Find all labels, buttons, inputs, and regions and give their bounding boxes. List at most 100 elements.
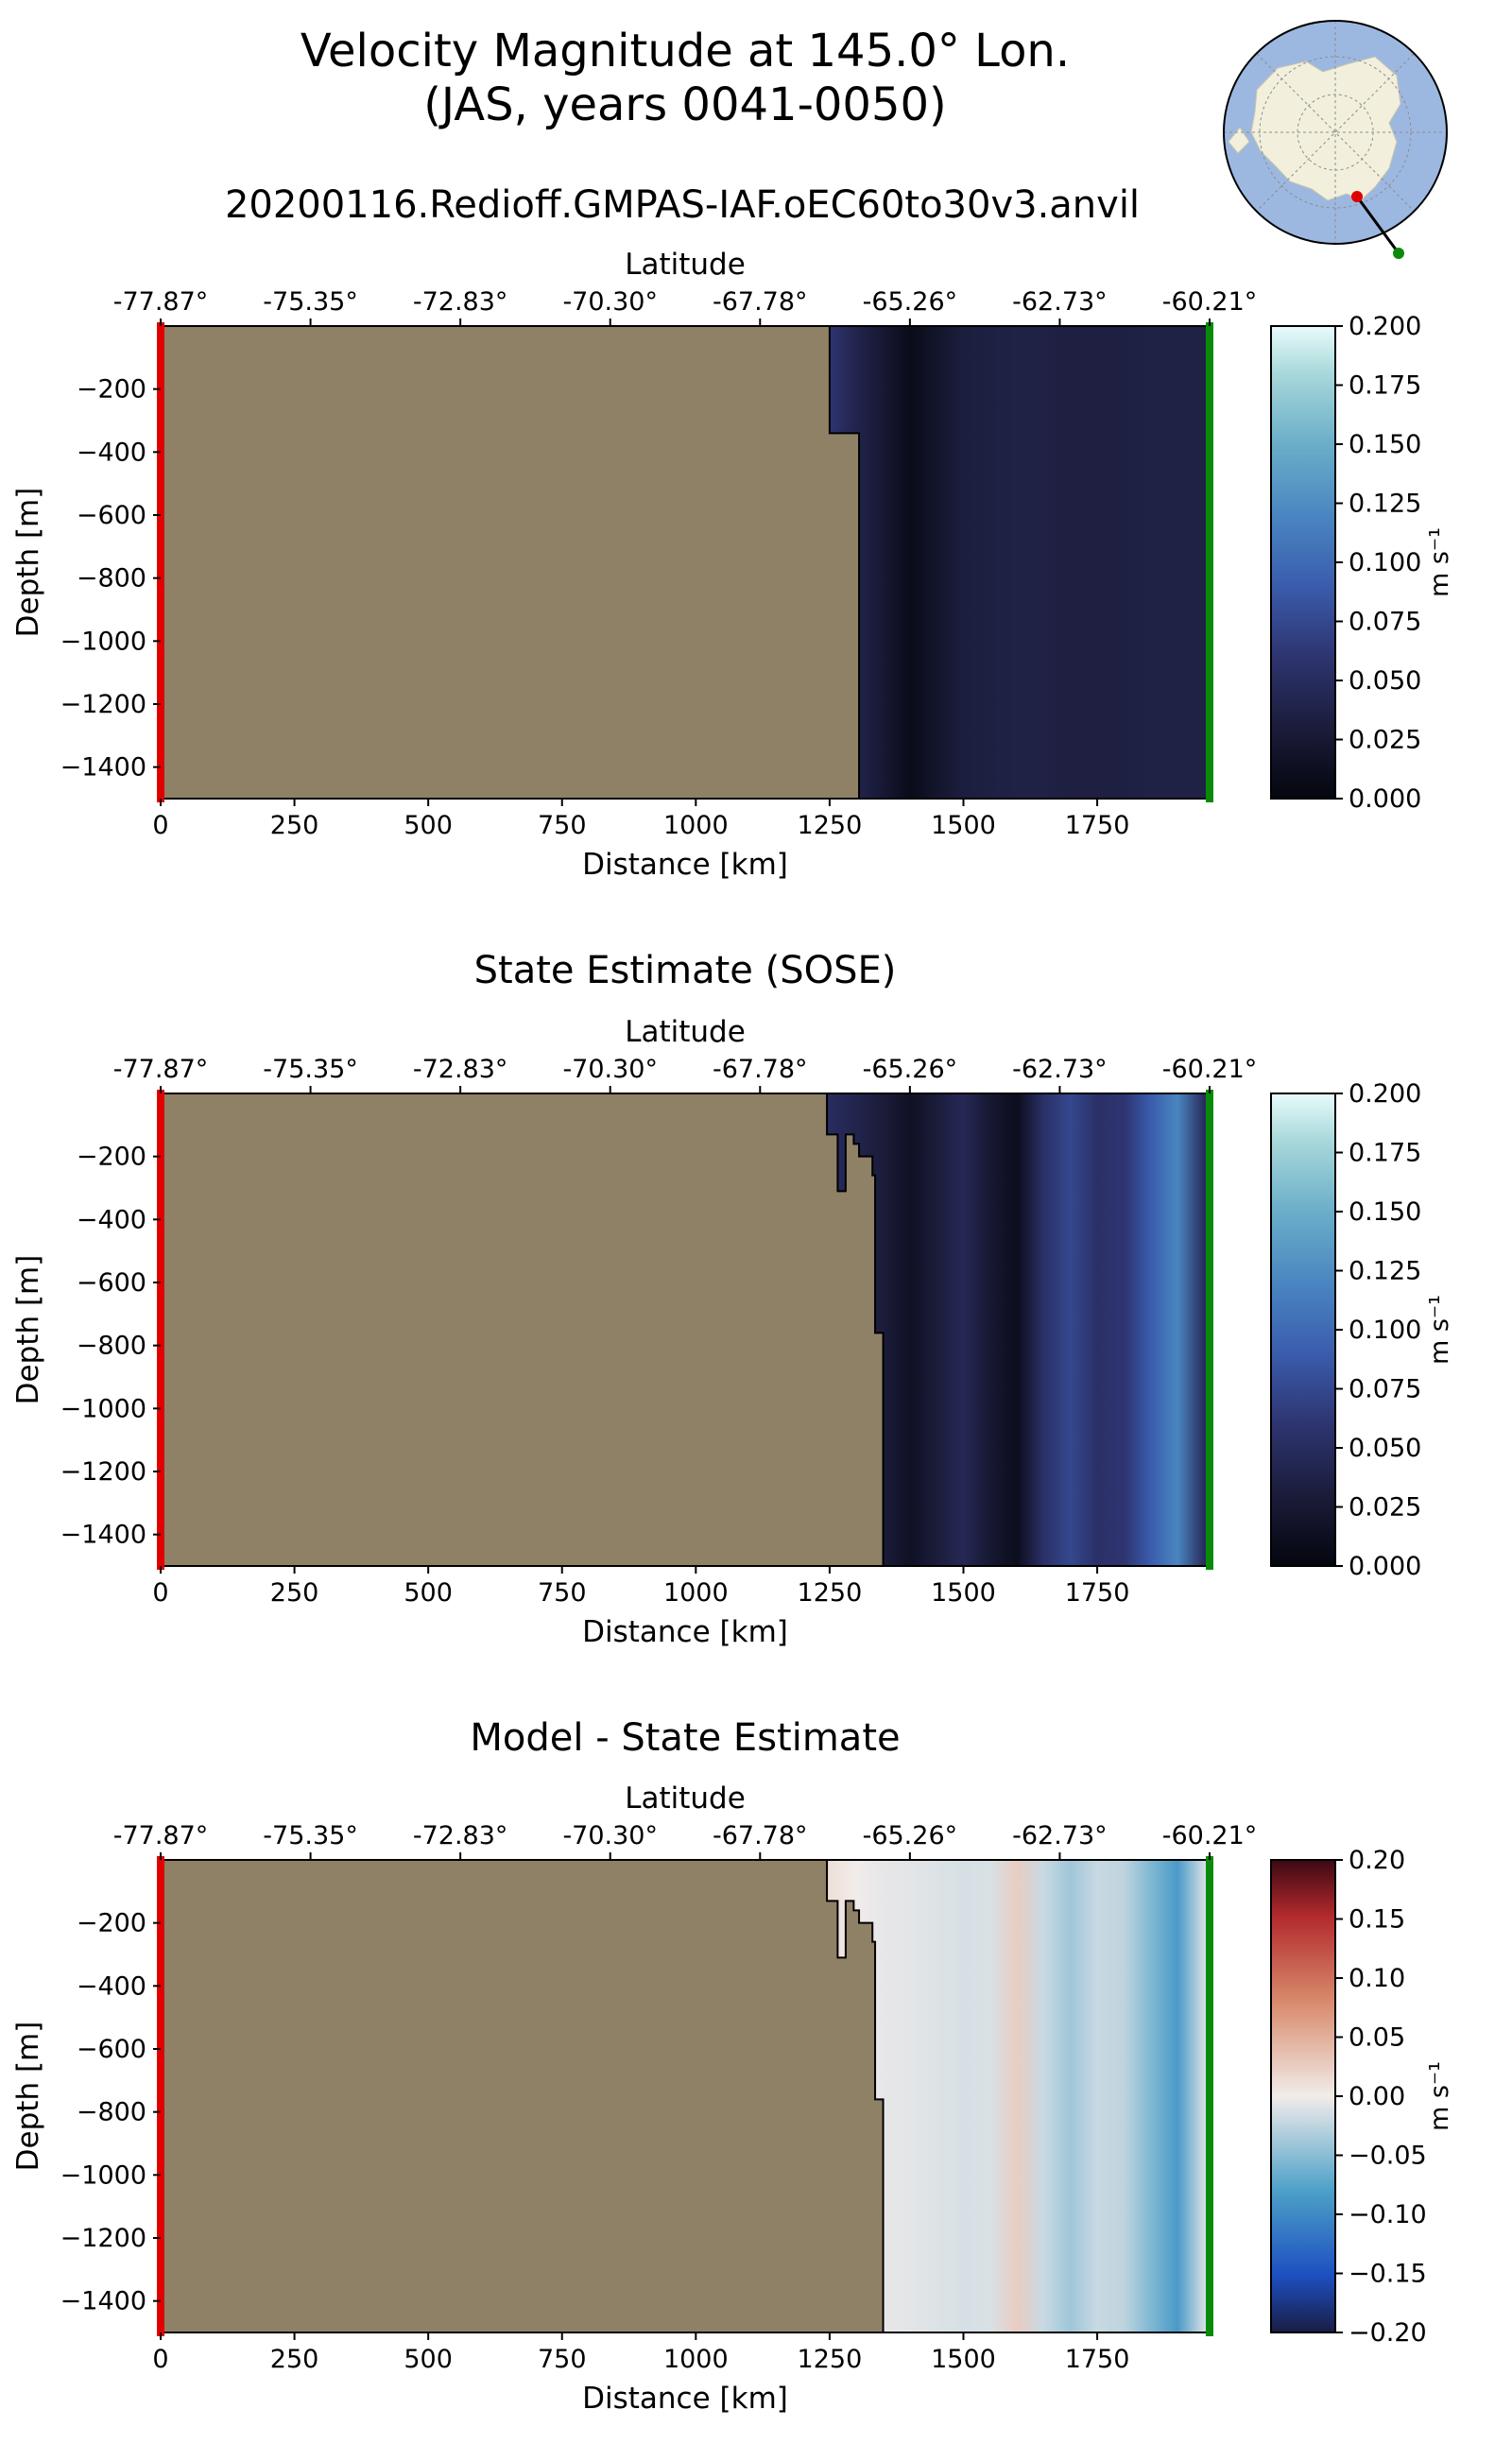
top-tick-label: -77.87° xyxy=(113,1055,209,1084)
top-axis-label: Latitude xyxy=(625,248,746,282)
y-tick-label: −1000 xyxy=(60,627,146,656)
y-tick-label: −600 xyxy=(77,1268,146,1298)
transect-start-marker xyxy=(1351,191,1363,202)
top-tick-label: -60.21° xyxy=(1162,1821,1258,1850)
colorbar-label: m s⁻¹ xyxy=(1425,527,1454,597)
colorbar-tick-label: 0.175 xyxy=(1349,371,1421,401)
top-tick-label: -72.83° xyxy=(413,1055,508,1084)
y-tick-label: −800 xyxy=(77,564,146,594)
y-axis-label: Depth [m] xyxy=(11,2022,45,2172)
y-tick-label: −1200 xyxy=(60,1457,146,1487)
y-tick-label: −800 xyxy=(77,1332,146,1361)
y-tick-label: −1200 xyxy=(60,2224,146,2253)
land-mask xyxy=(160,1859,885,2333)
y-tick-label: −1000 xyxy=(60,2160,146,2190)
top-tick-label: -75.35° xyxy=(263,1055,358,1084)
panel-1: 0 250 500 750 1000 1250 1500 1750 Distance [km] −… xyxy=(11,248,1454,882)
top-tick-label: -72.83° xyxy=(413,1821,508,1850)
run-name: 20200116.Redioff.GMPAS-IAF.oEC60to30v3.a… xyxy=(225,183,1140,227)
land-mask xyxy=(160,1093,885,1567)
panel-title: State Estimate (SOSE) xyxy=(474,949,897,992)
top-tick-label: -62.73° xyxy=(1012,1821,1108,1850)
x-tick-label: 0 xyxy=(152,811,168,840)
x-tick-label: 1000 xyxy=(663,811,729,840)
colorbar-tick-label: 0.200 xyxy=(1349,312,1421,341)
top-tick-label: -70.30° xyxy=(562,287,658,317)
colorbar-fill xyxy=(1270,1859,1336,2333)
colorbar-tick-label: −0.10 xyxy=(1349,2200,1427,2229)
inset-globe-outline xyxy=(1223,20,1448,245)
top-tick-label: -70.30° xyxy=(562,1055,658,1084)
top-tick-label: -62.73° xyxy=(1012,287,1108,317)
y-tick-label: −600 xyxy=(77,501,146,530)
y-tick-label: −200 xyxy=(77,1143,146,1172)
top-tick-label: -60.21° xyxy=(1162,287,1258,317)
colorbar: 0.20 0.15 0.10 0.05 0.00 −0.05 −0.10 −0.15 −0.20… xyxy=(1270,1846,1454,2348)
colorbar-tick-label: −0.05 xyxy=(1349,2142,1427,2171)
colorbar-tick-label: 0.00 xyxy=(1349,2082,1405,2111)
x-tick-label: 500 xyxy=(404,1578,453,1608)
y-tick-label: −1400 xyxy=(60,753,146,783)
y-tick-label: −200 xyxy=(77,375,146,404)
x-tick-label: 750 xyxy=(538,2345,587,2374)
x-tick-label: 1500 xyxy=(931,811,996,840)
panel-2: State Estimate (SOSE) 0 250 500 750 1000 1250 1… xyxy=(11,949,1454,1649)
colorbar-tick-label: 0.10 xyxy=(1349,1964,1405,1993)
top-tick-label: -75.35° xyxy=(263,1821,358,1850)
y-tick-label: −800 xyxy=(77,2098,146,2127)
colorbar-tick-label: 0.15 xyxy=(1349,1905,1405,1935)
x-tick-label: 750 xyxy=(538,1578,587,1608)
x-tick-label: 1000 xyxy=(663,1578,729,1608)
colorbar-fill xyxy=(1270,325,1336,800)
ocean-field xyxy=(802,326,1210,799)
colorbar-tick-label: 0.150 xyxy=(1349,1197,1421,1227)
land-mask xyxy=(160,325,861,800)
x-tick-label: 500 xyxy=(404,2345,453,2374)
colorbar-tick-label: 0.100 xyxy=(1349,548,1421,577)
colorbar-tick-label: 0.20 xyxy=(1349,1846,1405,1875)
x-tick-label: 1500 xyxy=(931,2345,996,2374)
colorbar-tick-label: 0.000 xyxy=(1349,784,1421,814)
x-tick-label: 750 xyxy=(538,811,587,840)
y-tick-label: −600 xyxy=(77,2035,146,2064)
x-tick-label: 0 xyxy=(152,2345,168,2374)
top-tick-label: -77.87° xyxy=(113,1821,209,1850)
y-tick-label: −400 xyxy=(77,1971,146,2001)
colorbar: 0.200 0.175 0.150 0.125 0.100 0.075 0.050 0.025… xyxy=(1270,312,1454,814)
colorbar-tick-label: 0.025 xyxy=(1349,1493,1421,1523)
colorbar-tick-label: 0.05 xyxy=(1349,2023,1405,2053)
top-axis-label: Latitude xyxy=(625,1015,746,1049)
x-axis-label: Distance [km] xyxy=(582,2382,788,2416)
inset-polar-map xyxy=(1223,20,1448,259)
y-tick-label: −1400 xyxy=(60,1521,146,1550)
colorbar-tick-label: 0.025 xyxy=(1349,726,1421,755)
y-tick-label: −1400 xyxy=(60,2287,146,2316)
top-tick-label: -67.78° xyxy=(713,1821,808,1850)
figure-title-line2: (JAS, years 0041-0050) xyxy=(423,78,947,131)
y-tick-label: −400 xyxy=(77,1205,146,1234)
colorbar-tick-label: 0.125 xyxy=(1349,1257,1421,1286)
top-tick-label: -60.21° xyxy=(1162,1055,1258,1084)
top-tick-label: -77.87° xyxy=(113,287,209,317)
top-tick-label: -72.83° xyxy=(413,287,508,317)
top-axis-label: Latitude xyxy=(625,1781,746,1816)
top-tick-label: -67.78° xyxy=(713,1055,808,1084)
y-tick-label: −400 xyxy=(77,438,146,467)
panel-title: Model - State Estimate xyxy=(470,1716,900,1760)
colorbar-tick-label: −0.20 xyxy=(1349,2318,1427,2348)
x-tick-label: 0 xyxy=(152,1578,168,1608)
y-tick-label: −200 xyxy=(77,1909,146,1938)
colorbar-fill xyxy=(1270,1093,1336,1567)
colorbar-tick-label: 0.050 xyxy=(1349,1434,1421,1463)
x-tick-label: 1750 xyxy=(1065,811,1130,840)
top-tick-label: -65.26° xyxy=(863,1821,958,1850)
colorbar-tick-label: 0.125 xyxy=(1349,490,1421,519)
colorbar-tick-label: 0.000 xyxy=(1349,1552,1421,1581)
x-tick-label: 1750 xyxy=(1065,2345,1130,2374)
top-tick-label: -70.30° xyxy=(562,1821,658,1850)
x-tick-label: 500 xyxy=(404,811,453,840)
colorbar-tick-label: 0.075 xyxy=(1349,1375,1421,1404)
x-tick-label: 250 xyxy=(270,1578,319,1608)
x-axis-label: Distance [km] xyxy=(582,848,788,882)
transect-line xyxy=(1355,196,1400,254)
